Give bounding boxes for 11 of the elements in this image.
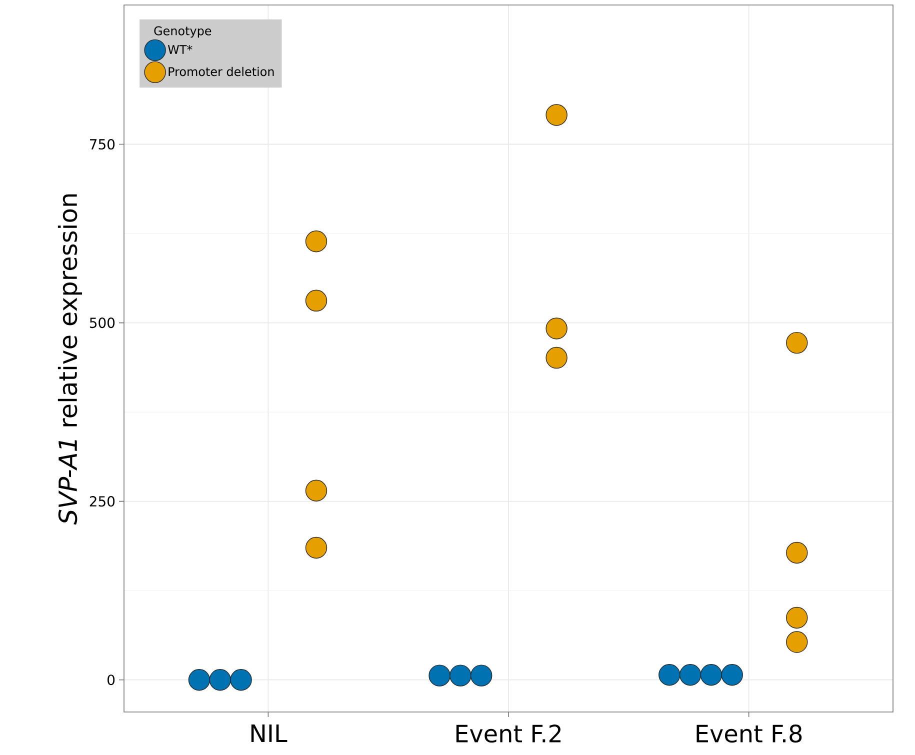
x-tick-label: Event F.2 [456,724,561,743]
legend-title: Genotype [154,26,212,38]
y-tick-label: 0 [108,674,115,686]
y-axis-title: SVP-A1 relative expression [58,194,82,525]
legend-label: WT* [168,44,192,54]
y-tick-label: 250 [90,496,115,507]
x-tick-label: Event F.8 [696,724,802,743]
legend-label: Promoter deletion [168,66,274,76]
y-tick-label: 750 [90,138,115,150]
y-tick-label: 500 [90,318,115,328]
x-tick-label: NIL [251,724,288,742]
